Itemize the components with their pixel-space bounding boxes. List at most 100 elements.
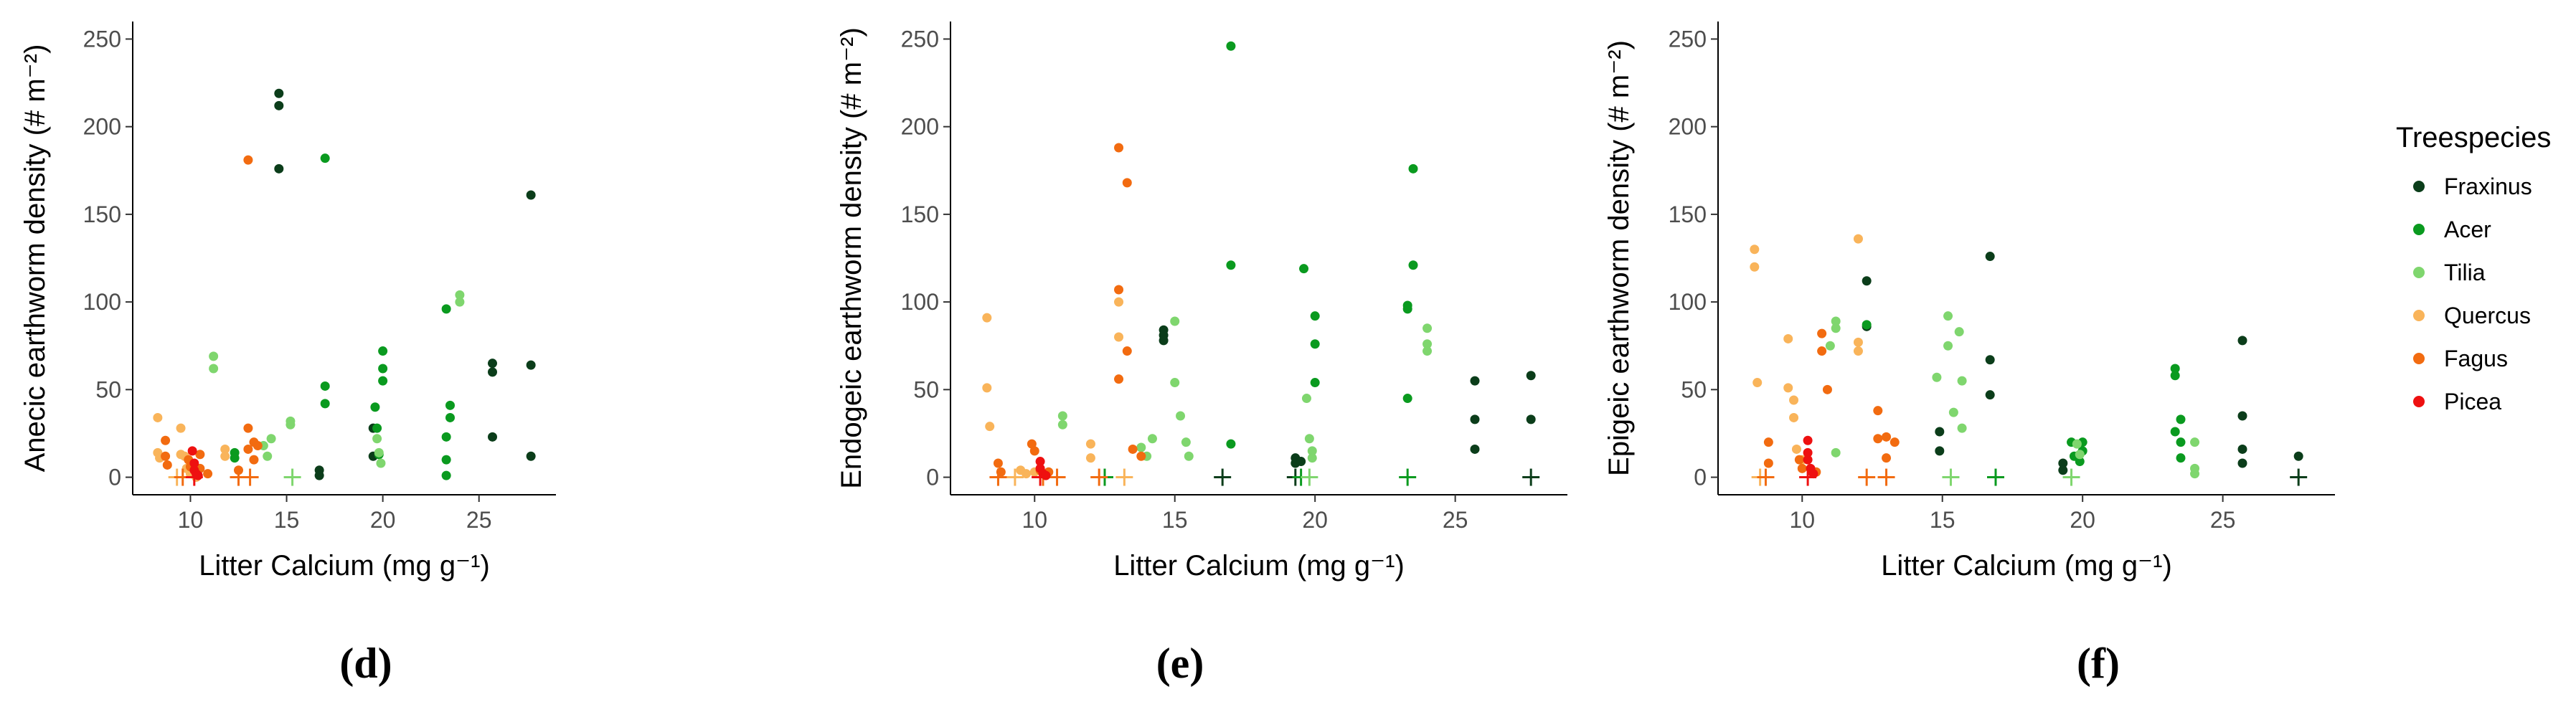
- data-point: [1789, 395, 1799, 405]
- zero-marker: [1522, 468, 1540, 486]
- data-point: [1022, 469, 1032, 479]
- data-point: [1803, 455, 1813, 465]
- data-point: [445, 412, 455, 422]
- data-point: [189, 458, 199, 468]
- data-point: [1853, 337, 1863, 347]
- scatter-panel: 0 50 100 150 200 250 10 15 20 25 Litter Calcium (m…: [836, 22, 1567, 687]
- y-tick-label: 200: [83, 114, 121, 140]
- data-point: [220, 451, 230, 461]
- zero-marker: [1757, 468, 1775, 486]
- data-point: [176, 423, 186, 433]
- series-acer: [1862, 320, 2186, 486]
- data-point: [985, 422, 995, 432]
- data-point: [1114, 374, 1124, 384]
- data-point: [378, 364, 388, 374]
- data-point: [2058, 458, 2068, 468]
- data-point: [314, 470, 324, 480]
- data-point: [372, 434, 382, 444]
- legend-label: Acer: [2444, 217, 2491, 242]
- data-point: [1752, 378, 1763, 388]
- data-point: [1803, 447, 1813, 457]
- zero-marker: [1006, 468, 1024, 486]
- data-point: [253, 441, 263, 451]
- y-tick-label: 50: [913, 376, 939, 402]
- data-point: [161, 435, 171, 445]
- data-point: [1783, 333, 1793, 343]
- data-point: [1170, 378, 1180, 388]
- data-point: [982, 383, 992, 393]
- data-point: [2190, 437, 2200, 447]
- data-point: [1794, 455, 1804, 465]
- x-tick-label: 15: [1930, 507, 1955, 533]
- data-point: [1783, 383, 1793, 393]
- data-point: [1301, 394, 1311, 404]
- data-point: [993, 458, 1003, 468]
- data-point: [230, 453, 240, 463]
- data-point: [1985, 252, 1995, 262]
- data-point: [249, 455, 259, 465]
- y-tick-label: 50: [1681, 376, 1707, 402]
- series-quercus: [982, 297, 1133, 486]
- data-point: [1181, 437, 1191, 447]
- series-picea: [1799, 435, 1818, 486]
- data-point: [243, 444, 253, 454]
- data-point: [1873, 434, 1883, 444]
- legend-item: Picea: [2413, 389, 2501, 414]
- data-point: [982, 313, 992, 323]
- scatter-panel: 0 50 100 150 200 250 10 15 20 25 Litter Calcium (m…: [19, 22, 556, 687]
- data-point: [153, 412, 163, 422]
- data-point: [1128, 444, 1138, 454]
- x-tick-label: 25: [2210, 507, 2236, 533]
- data-point: [2058, 465, 2068, 475]
- data-point: [187, 446, 197, 456]
- data-point: [2170, 371, 2180, 381]
- data-point: [1159, 336, 1169, 346]
- data-point: [1122, 346, 1132, 356]
- data-point: [2170, 427, 2180, 437]
- zero-marker: [1877, 468, 1895, 486]
- series-acer: [1096, 41, 1418, 486]
- data-point: [1853, 234, 1863, 244]
- data-point: [526, 190, 536, 200]
- series-tilia: [209, 290, 465, 486]
- data-point: [1226, 260, 1236, 270]
- data-point: [1423, 339, 1433, 349]
- data-point: [1122, 178, 1132, 188]
- panel-label: (e): [1156, 640, 1204, 687]
- data-point: [1831, 316, 1841, 326]
- data-point: [1825, 341, 1835, 351]
- y-tick-label: 250: [901, 26, 939, 52]
- data-point: [243, 155, 253, 165]
- legend-swatch: [2413, 224, 2425, 235]
- data-point: [526, 451, 536, 461]
- data-point: [1035, 457, 1045, 467]
- y-tick-label: 0: [926, 465, 939, 490]
- data-point: [1862, 276, 1872, 286]
- data-point: [1423, 323, 1433, 333]
- data-point: [1948, 407, 1958, 417]
- data-point: [1808, 469, 1818, 479]
- y-tick-label: 150: [1669, 201, 1707, 227]
- series-fagus: [161, 155, 263, 486]
- data-point: [220, 444, 230, 454]
- y-tick-label: 150: [901, 201, 939, 227]
- panel-label: (f): [2077, 640, 2120, 687]
- x-tick-label: 20: [1302, 507, 1328, 533]
- data-point: [1470, 376, 1480, 386]
- data-point: [320, 153, 330, 163]
- y-tick-label: 0: [1694, 465, 1707, 490]
- data-point: [488, 367, 497, 377]
- data-point: [266, 434, 276, 444]
- data-point: [1226, 439, 1236, 449]
- data-point: [441, 432, 451, 442]
- data-point: [1862, 320, 1872, 330]
- data-point: [1526, 371, 1536, 381]
- series-tilia: [1057, 316, 1433, 486]
- data-point: [1136, 442, 1146, 452]
- data-point: [161, 451, 171, 461]
- data-point: [1470, 444, 1480, 454]
- data-point: [1057, 411, 1067, 421]
- data-point: [1408, 163, 1418, 174]
- data-point: [1763, 437, 1773, 447]
- data-point: [1147, 434, 1157, 444]
